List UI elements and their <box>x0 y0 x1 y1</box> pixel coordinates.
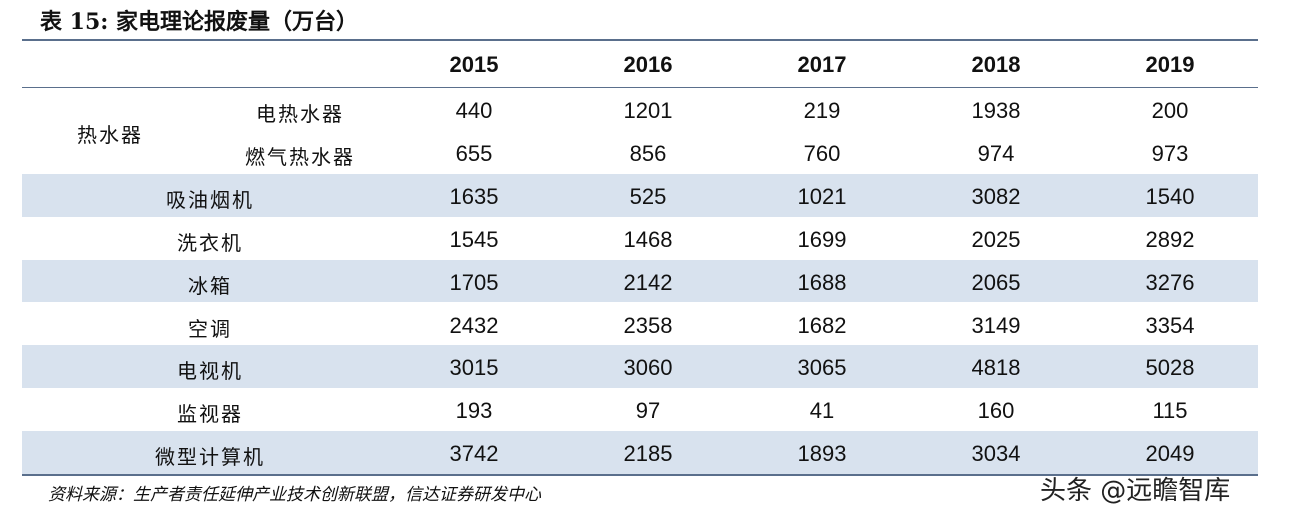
cell-value: 3060 <box>623 355 673 381</box>
cell-value: 1705 <box>449 269 499 295</box>
cell-value: 1021 <box>797 183 847 209</box>
cell-value: 160 <box>977 398 1015 424</box>
cell-value: 2049 <box>1145 441 1195 467</box>
cell-value: 1540 <box>1145 183 1195 209</box>
cell-value: 440 <box>455 98 493 123</box>
row-label: 洗衣机 <box>177 230 243 255</box>
cell-value: 3354 <box>1145 312 1195 338</box>
rule <box>22 39 1258 41</box>
cell-value: 5028 <box>1145 355 1195 381</box>
cell-value: 1545 <box>449 226 499 252</box>
column-header: 2019 <box>1145 52 1195 77</box>
cell-value: 1688 <box>797 269 847 295</box>
cell-value: 1893 <box>797 441 847 467</box>
cell-value: 1938 <box>971 98 1021 123</box>
row-label: 燃气热水器 <box>245 144 355 169</box>
cell-value: 1468 <box>623 226 673 252</box>
cell-value: 193 <box>455 398 493 424</box>
rule <box>22 474 1258 476</box>
cell-value: 97 <box>635 398 661 424</box>
cell-value: 1635 <box>449 183 499 209</box>
cell-value: 2358 <box>623 312 673 338</box>
cell-value: 3015 <box>449 355 499 381</box>
cell-value: 525 <box>629 183 667 209</box>
row-shade <box>22 173 1258 217</box>
row-label: 电热水器 <box>256 102 344 126</box>
row-label: 冰箱 <box>188 273 232 298</box>
cell-value: 2892 <box>1145 226 1195 252</box>
cell-value: 856 <box>629 140 667 166</box>
cell-value: 200 <box>1151 98 1189 123</box>
row-label: 电视机 <box>177 359 243 384</box>
cell-value: 2432 <box>449 312 499 338</box>
cell-value: 1699 <box>797 226 847 252</box>
cell-value: 2142 <box>623 269 673 295</box>
row-label: 监视器 <box>177 402 243 427</box>
row-shade <box>22 259 1258 303</box>
row-label: 吸油烟机 <box>166 187 254 212</box>
cell-value: 2065 <box>971 269 1021 295</box>
cell-value: 3149 <box>971 312 1021 338</box>
group-label: 热水器 <box>77 122 143 147</box>
row-label: 空调 <box>188 316 232 341</box>
watermark: 头条 @远瞻智库 <box>1040 476 1231 506</box>
cell-value: 3034 <box>971 441 1021 467</box>
cell-value: 2185 <box>623 441 673 467</box>
row-shade <box>22 431 1258 475</box>
cell-value: 760 <box>803 140 841 166</box>
title: 表 15: 家电理论报废量（万台） <box>40 9 359 35</box>
cell-value: 3082 <box>971 183 1021 209</box>
cell-value: 3742 <box>449 441 499 467</box>
cell-value: 3276 <box>1145 269 1195 295</box>
cell-value: 1682 <box>797 312 847 338</box>
cell-value: 115 <box>1152 398 1188 424</box>
cell-value: 1201 <box>623 98 673 123</box>
row-shade <box>22 345 1258 389</box>
cell-value: 974 <box>977 140 1015 166</box>
column-header: 2018 <box>971 52 1021 77</box>
cell-value: 219 <box>803 98 841 123</box>
cell-value: 41 <box>809 398 835 424</box>
cell-value: 2025 <box>971 226 1021 252</box>
source: 资料来源：生产者责任延伸产业技术创新联盟，信达证券研发中心 <box>48 485 541 505</box>
cell-value: 4818 <box>971 355 1021 381</box>
rule <box>22 87 1258 88</box>
column-header: 2015 <box>449 52 499 77</box>
column-header: 2017 <box>797 52 847 77</box>
cell-value: 973 <box>1151 140 1189 166</box>
cell-value: 3065 <box>797 355 847 381</box>
row-label: 微型计算机 <box>155 445 265 470</box>
cell-value: 655 <box>455 140 493 166</box>
column-header: 2016 <box>623 52 673 77</box>
